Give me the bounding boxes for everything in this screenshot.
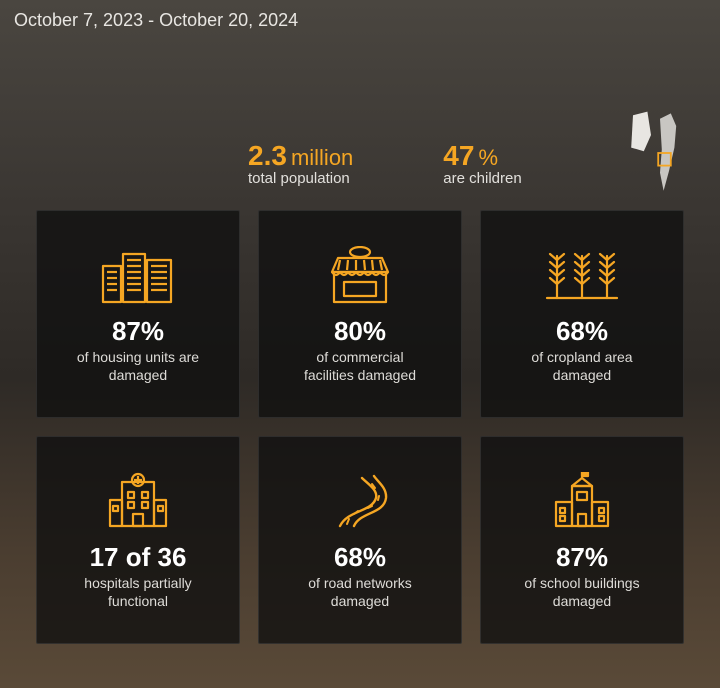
stat-children-value: 47% — [443, 140, 521, 172]
card-hospitals-desc: hospitals partially functional — [68, 575, 208, 610]
stat-population-label: total population — [248, 170, 353, 187]
buildings-icon — [99, 244, 177, 306]
card-roads-desc: of road networks damaged — [290, 575, 430, 610]
stats-grid: 87% of housing units are damaged 80% of … — [36, 210, 684, 644]
card-cropland: 68% of cropland area damaged — [480, 210, 684, 418]
card-schools: 87% of school buildings damaged — [480, 436, 684, 644]
card-commercial: 80% of commercial facilities damaged — [258, 210, 462, 418]
card-housing-stat: 87% — [112, 316, 164, 347]
card-roads: 68% of road networks damaged — [258, 436, 462, 644]
card-roads-stat: 68% — [334, 542, 386, 573]
crops-icon — [543, 244, 621, 306]
card-commercial-stat: 80% — [334, 316, 386, 347]
card-hospitals-stat: 17 of 36 — [90, 542, 187, 573]
shop-icon — [326, 244, 394, 306]
card-cropland-desc: of cropland area damaged — [512, 349, 652, 384]
region-map-icon — [620, 108, 700, 198]
road-icon — [328, 470, 392, 532]
card-schools-stat: 87% — [556, 542, 608, 573]
stat-population-value: 2.3million — [248, 140, 353, 172]
card-schools-desc: of school buildings damaged — [512, 575, 652, 610]
card-housing: 87% of housing units are damaged — [36, 210, 240, 418]
card-housing-desc: of housing units are damaged — [68, 349, 208, 384]
stat-children: 47% are children — [443, 140, 521, 187]
top-stats-row: 2.3million total population 47% are chil… — [248, 140, 522, 187]
card-commercial-desc: of commercial facilities damaged — [290, 349, 430, 384]
stat-population: 2.3million total population — [248, 140, 353, 187]
card-hospitals: 17 of 36 hospitals partially functional — [36, 436, 240, 644]
date-range: October 7, 2023 - October 20, 2024 — [14, 10, 298, 31]
hospital-icon — [106, 470, 170, 532]
school-icon — [550, 470, 614, 532]
card-cropland-stat: 68% — [556, 316, 608, 347]
stat-children-label: are children — [443, 170, 521, 187]
